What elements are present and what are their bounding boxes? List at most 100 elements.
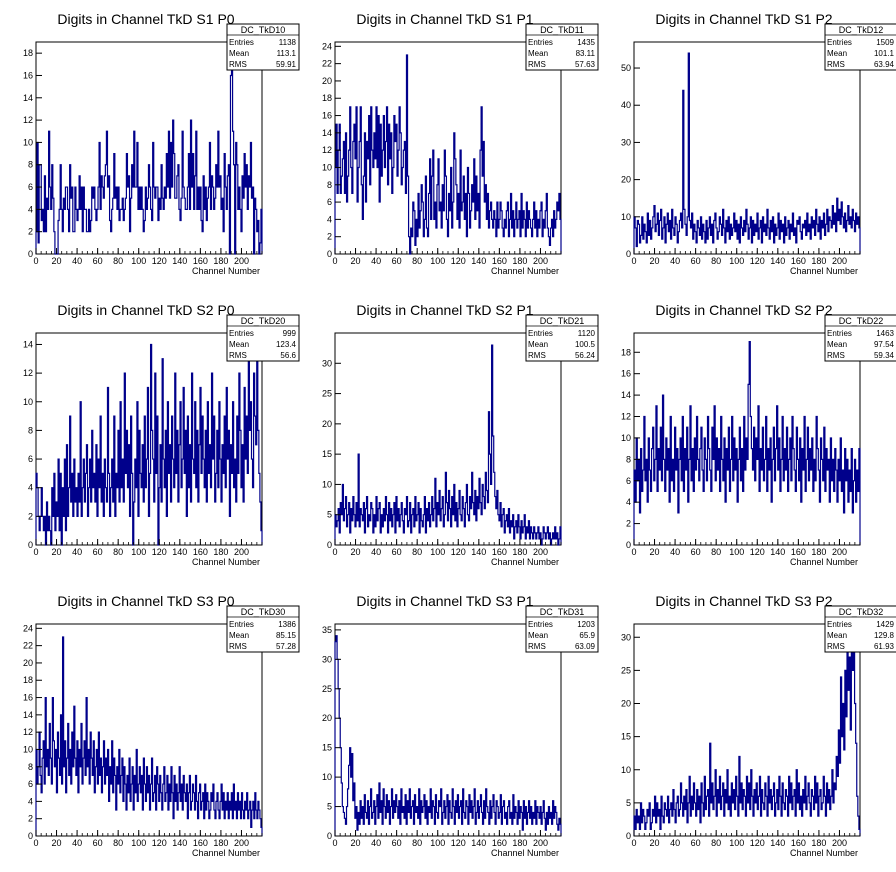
- y-tick-label: 14: [322, 128, 332, 138]
- y-tick-label: 24: [23, 623, 33, 633]
- y-tick-label: 20: [322, 713, 332, 723]
- y-tick-label: 16: [322, 111, 332, 121]
- y-tick-label: 22: [23, 641, 33, 651]
- x-tick-label: 160: [492, 547, 507, 557]
- y-tick-label: 10: [621, 765, 631, 775]
- x-tick-label: 60: [392, 838, 402, 848]
- x-tick-label: 40: [670, 838, 680, 848]
- stats-value-mean: 100.5: [575, 340, 596, 349]
- y-tick-label: 4: [28, 796, 33, 806]
- histogram-panel-DC_TkD22: Digits in Channel TkD S2 P20 20 40 60 80 100 1…: [621, 302, 896, 567]
- x-tick-label: 140: [172, 547, 187, 557]
- x-tick-label: 140: [172, 838, 187, 848]
- histogram-line: [334, 344, 562, 546]
- histogram-panel-DC_TkD10: Digits in Channel TkD S1 P00 20 40 60 80 100 1…: [23, 11, 300, 276]
- x-tick-label: 20: [52, 256, 62, 266]
- y-tick-label: 0: [626, 831, 631, 841]
- x-tick-label: 180: [811, 256, 826, 266]
- y-tick-label: 16: [23, 693, 33, 703]
- x-tick-label: 60: [691, 838, 701, 848]
- y-tick-label: 18: [322, 93, 332, 103]
- histogram-line: [35, 343, 263, 546]
- stats-value-mean: 83.11: [576, 49, 596, 58]
- y-tick-label: 12: [322, 145, 332, 155]
- histogram-line: [35, 636, 263, 836]
- x-tick-label: 140: [770, 256, 785, 266]
- x-tick-label: 80: [113, 838, 123, 848]
- y-tick-label: 18: [23, 48, 33, 58]
- x-tick-label: 100: [131, 547, 146, 557]
- panel-title: Digits in Channel TkD S2 P2: [655, 302, 832, 318]
- y-tick-label: 6: [327, 197, 332, 207]
- y-tick-label: 8: [28, 160, 33, 170]
- x-tick-label: 140: [471, 547, 486, 557]
- stats-box: [525, 314, 599, 362]
- x-tick-label: 120: [152, 256, 167, 266]
- y-tick-label: 18: [23, 675, 33, 685]
- y-tick-label: 30: [621, 137, 631, 147]
- x-tick-label: 120: [451, 547, 466, 557]
- x-tick-label: 180: [811, 838, 826, 848]
- x-tick-label: 40: [72, 547, 82, 557]
- x-tick-label: 0: [332, 256, 337, 266]
- x-tick-label: 160: [492, 838, 507, 848]
- x-tick-label: 40: [72, 256, 82, 266]
- y-tick-label: 10: [621, 212, 631, 222]
- stats-label-mean: Mean: [229, 49, 249, 58]
- x-tick-label: 140: [172, 256, 187, 266]
- x-tick-label: 80: [412, 256, 422, 266]
- stats-label-mean: Mean: [528, 631, 548, 640]
- x-axis-label: Channel Number: [790, 557, 858, 567]
- x-tick-label: 40: [72, 838, 82, 848]
- y-tick-label: 4: [28, 204, 33, 214]
- stats-label-entries: Entries: [528, 620, 553, 629]
- x-tick-label: 120: [451, 838, 466, 848]
- panel-title: Digits in Channel TkD S2 P0: [57, 302, 234, 318]
- stats-value-rms: 57.63: [575, 60, 596, 69]
- stats-name: DC_TkD32: [839, 607, 884, 617]
- stats-value-entries: 1429: [876, 620, 894, 629]
- y-tick-label: 0: [28, 540, 33, 550]
- stats-label-mean: Mean: [229, 340, 249, 349]
- y-tick-label: 5: [626, 798, 631, 808]
- stats-value-entries: 999: [283, 329, 297, 338]
- y-tick-label: 5: [327, 510, 332, 520]
- x-tick-label: 100: [729, 547, 744, 557]
- y-tick-label: 25: [322, 684, 332, 694]
- stats-value-mean: 113.1: [277, 49, 297, 58]
- stats-label-rms: RMS: [229, 642, 247, 651]
- stats-label-mean: Mean: [827, 49, 847, 58]
- y-tick-label: 18: [621, 347, 631, 357]
- stats-name: DC_TkD21: [540, 316, 585, 326]
- stats-label-entries: Entries: [528, 38, 553, 47]
- panel-title: Digits in Channel TkD S3 P0: [57, 593, 234, 609]
- x-axis-label: Channel Number: [790, 266, 858, 276]
- x-tick-label: 180: [811, 547, 826, 557]
- y-tick-label: 0: [327, 831, 332, 841]
- x-tick-label: 200: [234, 838, 249, 848]
- y-tick-label: 8: [626, 454, 631, 464]
- x-tick-label: 20: [351, 838, 361, 848]
- y-tick-label: 16: [621, 369, 631, 379]
- y-tick-label: 20: [621, 175, 631, 185]
- y-tick-label: 6: [626, 476, 631, 486]
- y-tick-label: 10: [23, 397, 33, 407]
- stats-box: [525, 23, 599, 71]
- panel-title: Digits in Channel TkD S1 P2: [655, 11, 832, 27]
- histogram-panel-DC_TkD11: Digits in Channel TkD S1 P10 20 40 60 80 100 1…: [322, 11, 599, 276]
- x-tick-label: 140: [770, 838, 785, 848]
- x-tick-label: 140: [471, 838, 486, 848]
- y-tick-label: 14: [23, 93, 33, 103]
- y-tick-label: 15: [322, 449, 332, 459]
- x-tick-label: 20: [650, 547, 660, 557]
- x-tick-label: 160: [791, 256, 806, 266]
- x-tick-label: 60: [392, 256, 402, 266]
- y-tick-label: 0: [28, 831, 33, 841]
- x-tick-label: 0: [631, 256, 636, 266]
- y-tick-label: 0: [626, 249, 631, 259]
- stats-value-entries: 1120: [578, 329, 596, 338]
- y-tick-label: 25: [621, 665, 631, 675]
- x-tick-label: 180: [213, 547, 228, 557]
- histogram-panel-DC_TkD21: Digits in Channel TkD S2 P10 20 40 60 80 100 1…: [322, 302, 599, 567]
- stats-label-entries: Entries: [528, 329, 553, 338]
